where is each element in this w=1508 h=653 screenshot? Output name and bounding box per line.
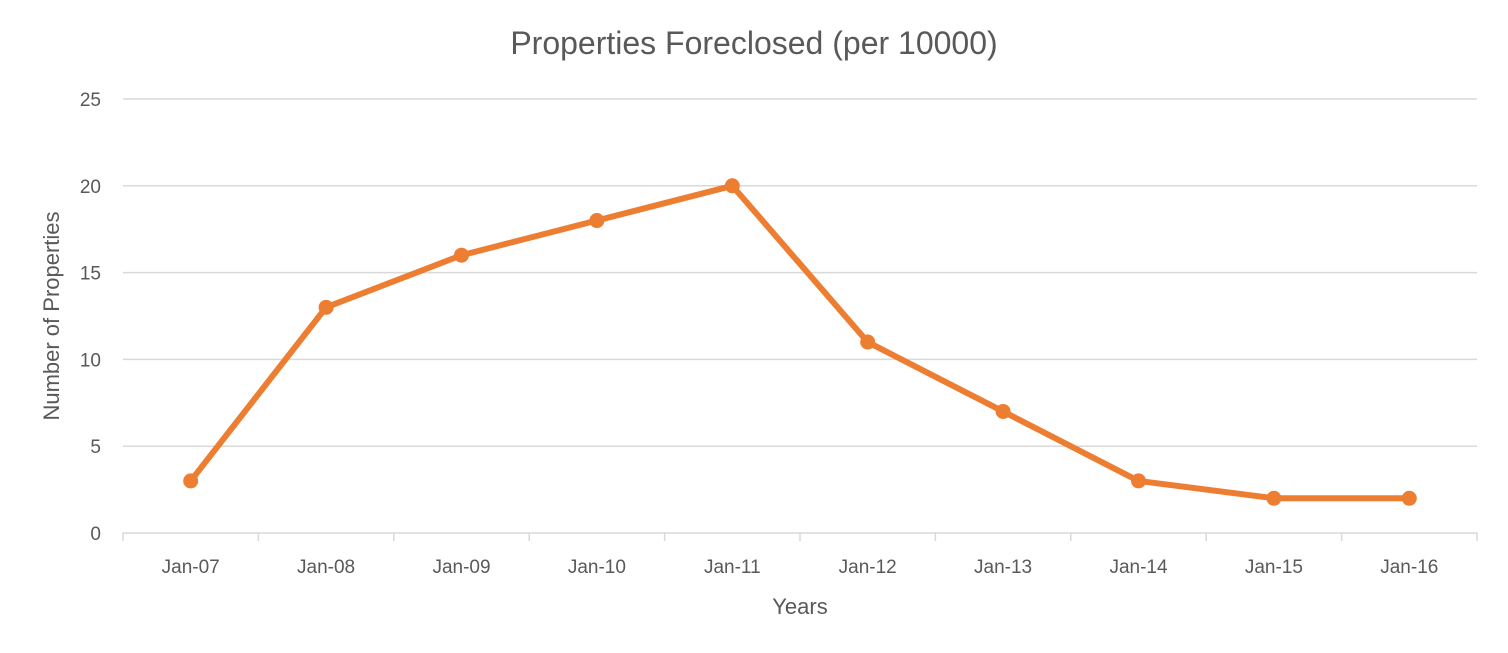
y-tick-label: 20 <box>80 177 101 198</box>
data-points <box>183 178 1417 506</box>
series-line <box>187 182 1413 502</box>
data-point-jan-16 <box>1401 490 1417 506</box>
data-point-jan-14 <box>1131 473 1146 489</box>
x-tick-label: Jan-16 <box>1380 557 1438 578</box>
data-point-jan-13 <box>995 403 1011 419</box>
chart-title: Properties Foreclosed (per 10000) <box>510 25 997 61</box>
y-axis-ticks: 0 5 10 15 20 25 <box>80 90 101 545</box>
y-axis-title: Number of Properties <box>39 211 64 420</box>
x-axis: Jan-07 Jan-08 Jan-09 Jan-10 Jan-11 Jan-12 Jan-… <box>122 532 1478 578</box>
x-tick-label: Jan-15 <box>1245 557 1303 578</box>
x-tick-label: Jan-09 <box>432 557 490 578</box>
gridlines <box>123 98 1477 447</box>
x-axis-title: Years <box>772 594 827 619</box>
y-tick-label: 25 <box>80 90 101 111</box>
data-point-jan-12 <box>860 334 876 350</box>
data-point-jan-08 <box>318 299 334 315</box>
y-tick-label: 10 <box>80 350 101 371</box>
x-tick-label: Jan-11 <box>704 557 761 578</box>
x-tick-label: Jan-08 <box>297 557 355 578</box>
x-tick-label: Jan-07 <box>162 557 220 578</box>
data-point-jan-15 <box>1266 490 1282 506</box>
y-tick-label: 15 <box>80 264 101 285</box>
data-point-jan-10 <box>589 213 605 229</box>
y-tick-label: 5 <box>90 437 101 458</box>
series-lines <box>187 182 1413 502</box>
y-tick-label: 0 <box>90 524 101 545</box>
data-point-jan-11 <box>724 178 740 194</box>
x-tick-label: Jan-14 <box>1109 557 1168 578</box>
x-tick-label: Jan-13 <box>974 557 1032 578</box>
x-tick-label: Jan-10 <box>568 557 626 578</box>
data-point-jan-09 <box>454 247 469 263</box>
data-point-jan-07 <box>183 473 199 489</box>
x-tick-label: Jan-12 <box>839 557 897 578</box>
